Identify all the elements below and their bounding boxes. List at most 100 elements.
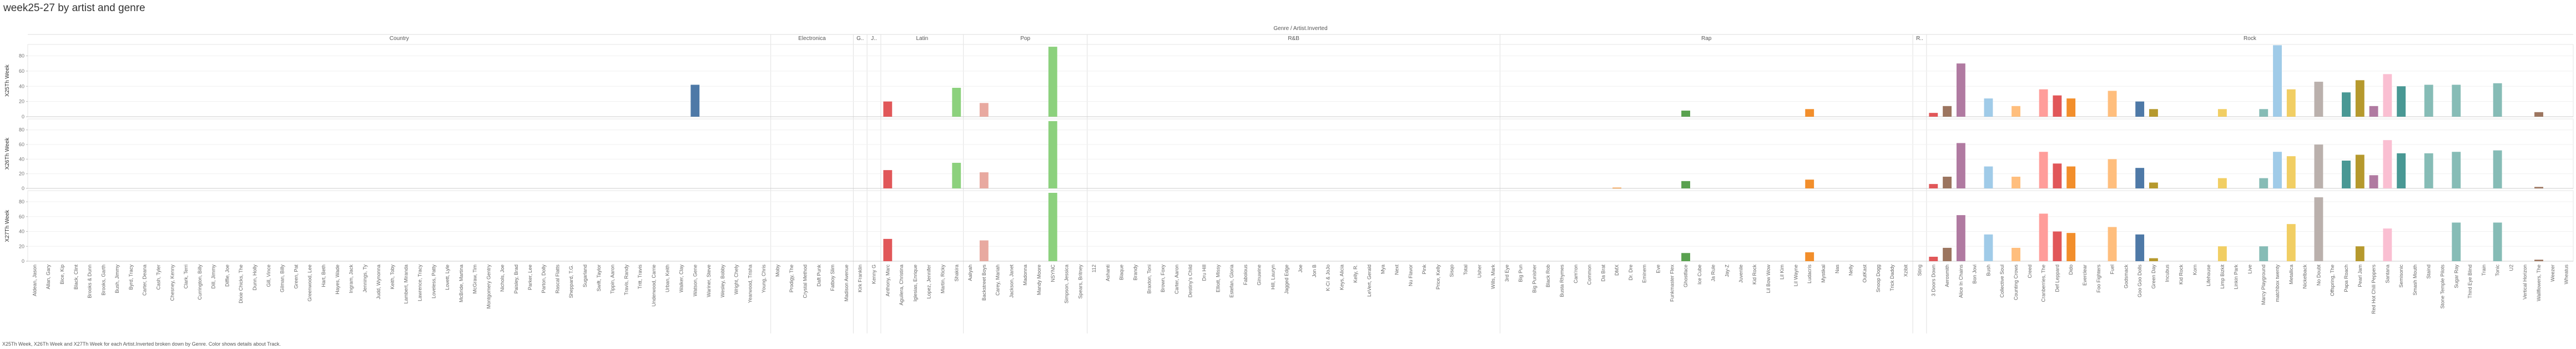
bar	[2397, 86, 2406, 117]
artist-tick-label: Montgomery Gentry	[486, 265, 491, 309]
artist-tick-label: Kelly, R.	[1353, 265, 1358, 283]
artist-tick-label: Staind	[2426, 265, 2432, 279]
artist-tick-label: Korn	[2192, 265, 2197, 275]
artist-tick-label: Parker, Lee	[527, 265, 533, 290]
bar	[1956, 143, 1965, 188]
artist-tick-label: Travis, Randy	[623, 265, 629, 296]
artist-tick-label: Counting Crows	[2013, 265, 2019, 301]
artist-tick-label: Weezer	[2550, 265, 2555, 282]
artist-tick-label: Daft Punk	[816, 265, 821, 287]
artist-tick-label: Green Day	[2151, 265, 2156, 289]
bar	[1048, 121, 1057, 188]
artist-tick-label: Currington, Billy	[197, 265, 203, 300]
artist-tick-label: Lil Bow Wow	[1766, 265, 1771, 293]
artist-tick-label: Lil Wayne	[1793, 265, 1798, 286]
bar	[2149, 258, 2158, 261]
artist-tick-label: Paisley, Brad	[513, 265, 519, 293]
artist-tick-label: Gill, Vince	[266, 265, 271, 287]
artist-tick-label: Ingram, Jack	[349, 265, 354, 293]
bar	[2534, 260, 2543, 261]
artist-tick-label: Jagged Edge	[1284, 265, 1289, 294]
artist-tick-label: Cranberries, The	[2041, 265, 2046, 302]
bar	[2217, 109, 2227, 117]
bar	[2259, 246, 2269, 261]
artist-tick-label: Black Rob	[1545, 265, 1551, 287]
artist-tick-label: Kid Rock	[2179, 265, 2184, 285]
artist-tick-label: Dixie Chicks, The	[238, 265, 244, 303]
bar	[2259, 178, 2269, 188]
y-tick-label: 0	[22, 258, 24, 264]
artist-tick-label: Tonic	[2495, 265, 2501, 277]
artist-tick-label: Ginuwine	[1257, 265, 1262, 286]
artist-tick-label: Mystikal	[1821, 265, 1826, 283]
artist-tick-label: Ja Rule	[1711, 265, 1716, 282]
artist-tick-label: Estefan, Gloria	[1229, 265, 1234, 298]
y-tick-label: 80	[19, 53, 24, 59]
bar	[1956, 215, 1965, 261]
artist-tick-label: Cash, Tyler	[155, 265, 161, 290]
artist-tick-label: Keith, Toby	[390, 265, 395, 290]
artist-tick-label: Walker, Clay	[678, 265, 684, 293]
artist-tick-label: Prodigy, The	[789, 265, 794, 292]
bar	[1929, 256, 1938, 261]
panel-frame	[27, 190, 2574, 262]
bar	[2452, 152, 2461, 188]
bar	[2066, 233, 2076, 261]
artist-tick-label: Brooks, Garth	[100, 265, 106, 296]
artist-tick-label: Live	[2247, 265, 2252, 274]
bar	[979, 240, 989, 261]
bar	[1805, 109, 1814, 117]
y-tick-label: 80	[19, 127, 24, 133]
bar	[2066, 98, 2076, 117]
bar	[1681, 253, 1691, 261]
bar	[1956, 63, 1965, 117]
bar	[2286, 224, 2296, 261]
bar	[2039, 89, 2048, 117]
bar	[2286, 89, 2296, 117]
artist-tick-label: Usher	[1476, 265, 1482, 278]
artist-tick-label: Semisonic	[2398, 265, 2404, 288]
genre-header: Rock	[2244, 36, 2257, 42]
artist-tick-label: Swift, Taylor	[596, 265, 602, 291]
artist-tick-label: Lopez, Jennifer	[926, 265, 932, 299]
artist-tick-label: LeVert, Gerald	[1367, 265, 1372, 297]
artist-tick-label: Wariner, Steve	[706, 265, 712, 297]
artist-tick-label: Collective Soul	[1999, 265, 2005, 298]
y-tick-label: 20	[19, 243, 24, 249]
artist-tick-label: Def Leppard	[2054, 265, 2060, 292]
y-tick-label: 20	[19, 171, 24, 177]
artist-tick-label: Keys, Alicia	[1339, 265, 1344, 290]
artist-tick-label: Elliott, Missy	[1215, 265, 1221, 293]
bar	[2012, 106, 2020, 117]
bar	[2314, 82, 2323, 117]
artist-tick-label: Sugar Ray	[2453, 265, 2459, 288]
artist-tick-label: Lawrence, Tracy	[417, 265, 422, 302]
artist-tick-label: Clark, Terri	[183, 265, 189, 288]
artist-tick-label: Nas	[1834, 265, 1840, 274]
artist-tick-label: Madison Avenue	[844, 265, 849, 301]
artist-tick-label: Pink	[1421, 265, 1427, 275]
y-tick-label: 40	[19, 83, 24, 89]
artist-tick-label: Wheatus	[2564, 265, 2569, 285]
artist-tick-label: Everclear	[2082, 265, 2088, 286]
artist-tick-label: Bush, Jimmy	[114, 265, 120, 293]
artist-tick-label: Marcy Playground	[2261, 265, 2266, 305]
bar	[2053, 231, 2062, 261]
bar	[1943, 176, 1952, 188]
artist-tick-label: Spears, Britney	[1077, 265, 1083, 299]
bar	[2012, 247, 2020, 261]
artist-tick-label: Red Hot Chili Peppers	[2371, 265, 2377, 315]
bar	[2149, 182, 2158, 188]
bar	[1943, 106, 1952, 117]
artist-tick-label: Bon Jovi	[1972, 265, 1978, 284]
artist-tick-label: Brown, Foxy	[1160, 265, 1166, 293]
bar	[952, 162, 961, 188]
y-tick-label: 60	[19, 214, 24, 220]
artist-tick-label: Bush	[1985, 265, 1991, 276]
bar	[2493, 150, 2502, 188]
artist-tick-label: Incubus	[2165, 265, 2170, 282]
bar	[1681, 111, 1691, 117]
artist-tick-label: Brooks & Dunn	[87, 265, 93, 298]
artist-tick-label: Jay-Z	[1724, 264, 1730, 277]
artist-tick-label: Common	[1587, 265, 1592, 285]
